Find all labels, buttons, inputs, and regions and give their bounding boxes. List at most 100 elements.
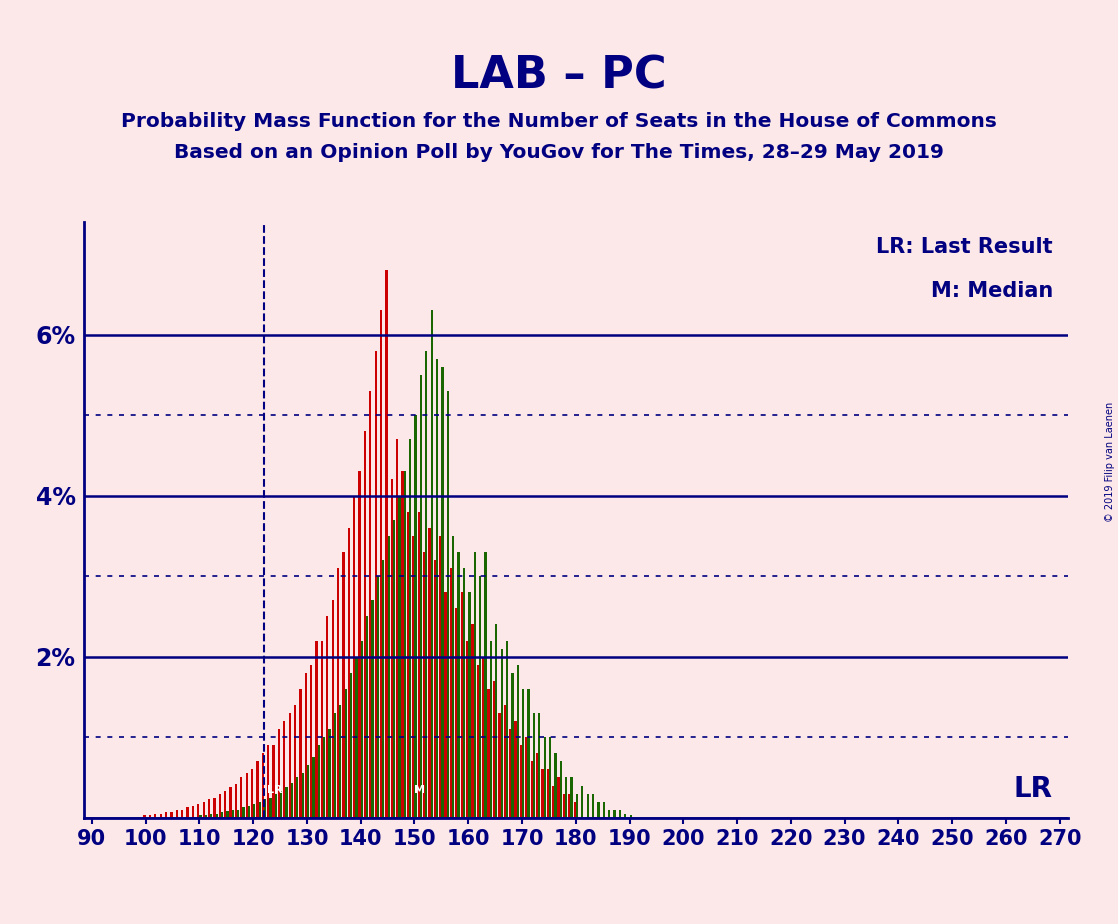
Bar — [344, 689, 347, 818]
Bar — [386, 270, 388, 818]
Bar — [629, 815, 632, 818]
Bar — [420, 375, 423, 818]
Bar — [423, 552, 425, 818]
Bar — [216, 814, 218, 818]
Bar — [221, 812, 224, 818]
Bar — [618, 809, 620, 818]
Bar — [536, 753, 538, 818]
Bar — [457, 552, 459, 818]
Text: Probability Mass Function for the Number of Seats in the House of Commons: Probability Mass Function for the Number… — [121, 113, 997, 131]
Bar — [366, 616, 368, 818]
Bar — [226, 811, 228, 818]
Bar — [401, 471, 404, 818]
Bar — [490, 640, 492, 818]
Bar — [396, 439, 398, 818]
Bar — [541, 770, 543, 818]
Bar — [363, 432, 366, 818]
Bar — [291, 784, 293, 818]
Bar — [484, 552, 486, 818]
Bar — [219, 794, 221, 818]
Bar — [501, 649, 503, 818]
Bar — [455, 608, 457, 818]
Bar — [428, 528, 430, 818]
Bar — [581, 785, 584, 818]
Bar — [452, 536, 454, 818]
Text: LR: LR — [1014, 775, 1053, 803]
Bar — [342, 552, 344, 818]
Bar — [323, 737, 325, 818]
Bar — [240, 777, 243, 818]
Bar — [187, 808, 189, 818]
Bar — [248, 806, 250, 818]
Bar — [375, 350, 377, 818]
Bar — [350, 673, 352, 818]
Bar — [202, 802, 205, 818]
Bar — [531, 761, 533, 818]
Bar — [558, 777, 560, 818]
Bar — [275, 794, 277, 818]
Bar — [256, 761, 258, 818]
Text: LR: Last Result: LR: Last Result — [877, 237, 1053, 257]
Bar — [192, 806, 195, 818]
Bar — [277, 729, 281, 818]
Text: Based on an Opinion Poll by YouGov for The Times, 28–29 May 2019: Based on an Opinion Poll by YouGov for T… — [174, 143, 944, 162]
Bar — [348, 528, 350, 818]
Bar — [143, 815, 145, 818]
Bar — [337, 568, 339, 818]
Bar — [576, 794, 578, 818]
Bar — [224, 791, 226, 818]
Bar — [210, 814, 212, 818]
Bar — [476, 664, 479, 818]
Bar — [170, 812, 172, 818]
Bar — [258, 802, 260, 818]
Bar — [353, 495, 356, 818]
Text: LAB – PC: LAB – PC — [452, 55, 666, 97]
Bar — [398, 495, 400, 818]
Bar — [474, 552, 476, 818]
Bar — [390, 480, 394, 818]
Bar — [382, 560, 385, 818]
Bar — [214, 797, 216, 818]
Bar — [603, 802, 605, 818]
Bar — [560, 761, 562, 818]
Bar — [449, 568, 452, 818]
Bar — [369, 391, 371, 818]
Bar — [243, 808, 245, 818]
Bar — [253, 804, 255, 818]
Bar — [514, 721, 517, 818]
Bar — [568, 794, 570, 818]
Bar — [371, 601, 373, 818]
Bar — [425, 350, 427, 818]
Bar — [296, 777, 299, 818]
Bar — [463, 568, 465, 818]
Bar — [413, 536, 415, 818]
Bar — [442, 367, 444, 818]
Bar — [430, 310, 433, 818]
Bar — [197, 804, 199, 818]
Text: M: M — [415, 785, 425, 796]
Bar — [565, 777, 567, 818]
Bar — [359, 471, 361, 818]
Bar — [487, 689, 490, 818]
Text: © 2019 Filip van Laenen: © 2019 Filip van Laenen — [1106, 402, 1115, 522]
Bar — [332, 601, 334, 818]
Bar — [482, 657, 484, 818]
Bar — [608, 809, 610, 818]
Bar — [321, 640, 323, 818]
Bar — [307, 765, 310, 818]
Bar — [334, 713, 337, 818]
Bar — [409, 439, 411, 818]
Bar — [339, 705, 341, 818]
Bar — [439, 536, 442, 818]
Bar — [237, 809, 239, 818]
Bar — [447, 391, 449, 818]
Bar — [285, 787, 287, 818]
Bar — [525, 737, 528, 818]
Bar — [205, 815, 207, 818]
Bar — [283, 721, 285, 818]
Bar — [267, 746, 269, 818]
Bar — [165, 812, 168, 818]
Bar — [574, 802, 576, 818]
Bar — [587, 794, 589, 818]
Bar — [543, 737, 546, 818]
